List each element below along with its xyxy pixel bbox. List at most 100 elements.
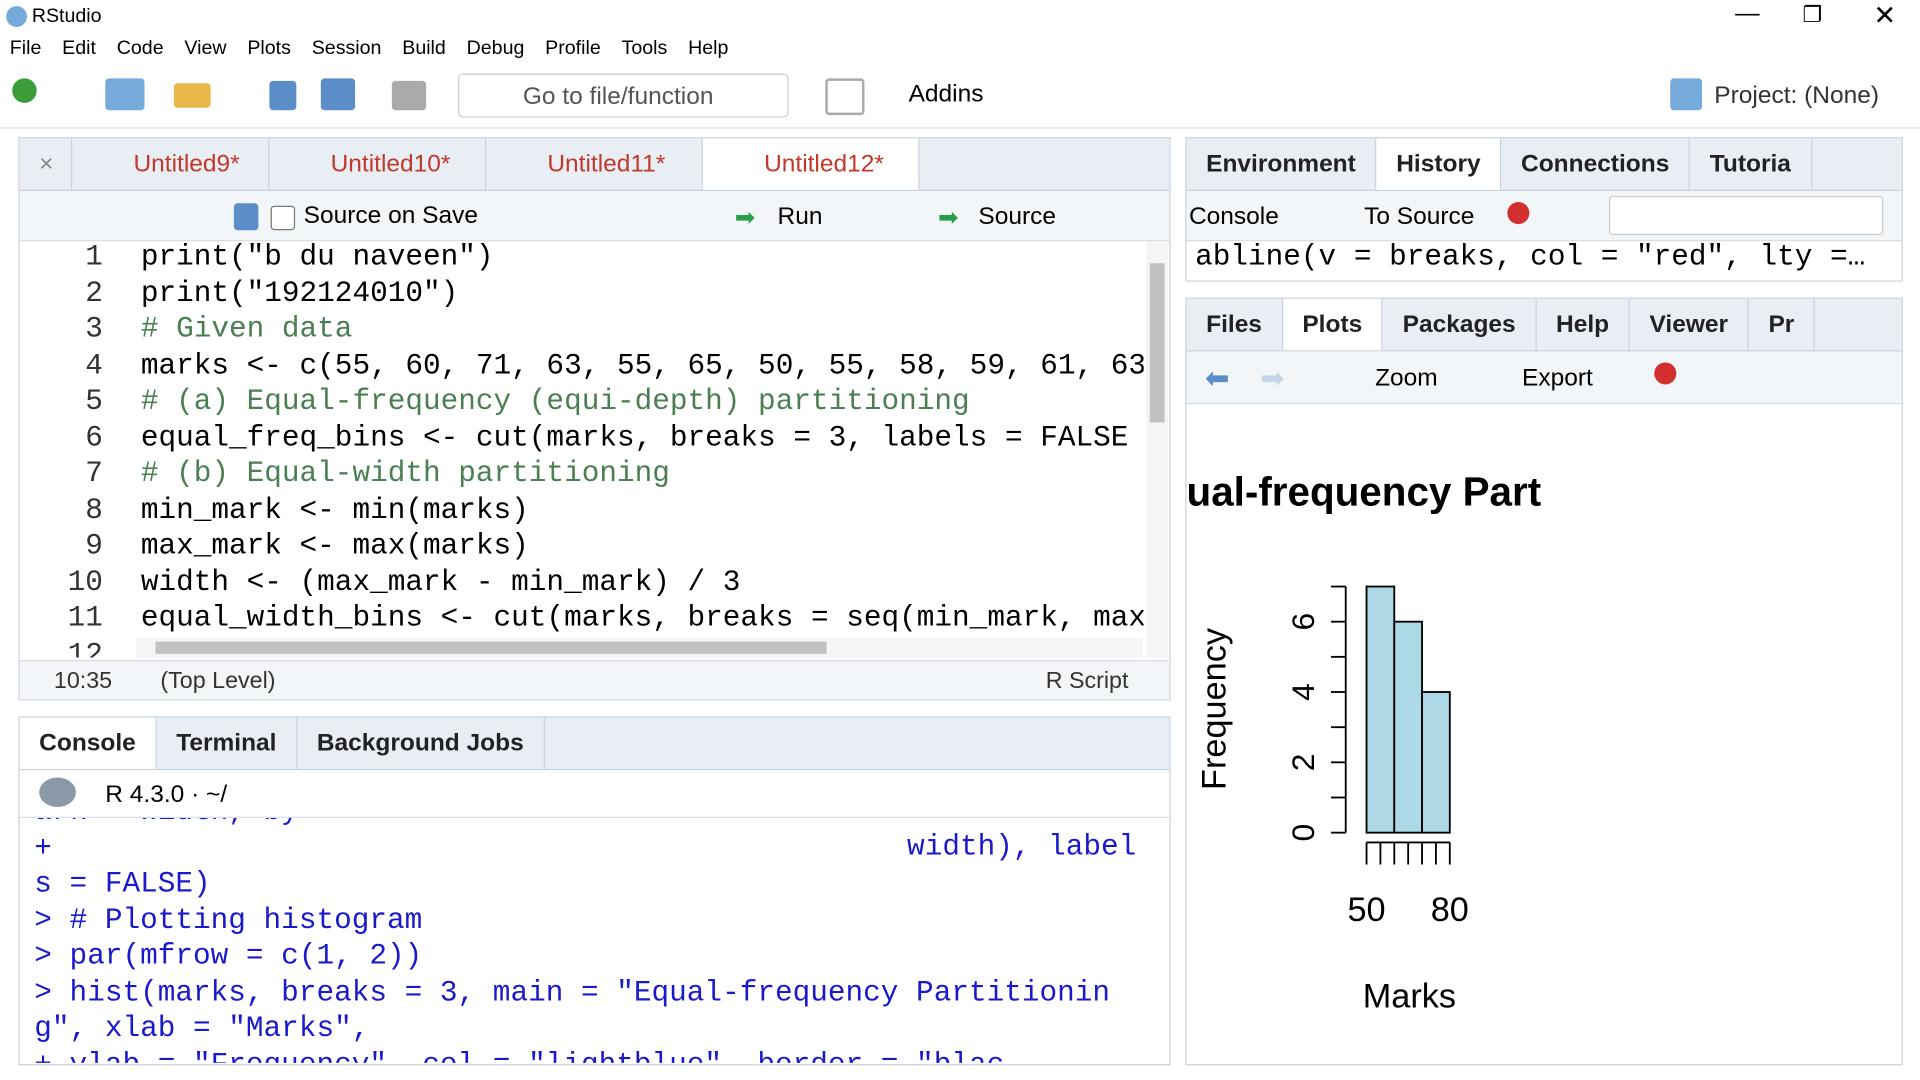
menu-item[interactable]: Debug	[466, 37, 525, 59]
source-icon: ➡	[937, 204, 959, 232]
code-line: equal_width_bins <- cut(marks, breaks = …	[140, 602, 1144, 636]
history-entry[interactable]: abline(v = breaks, col = "red", lty =…	[1195, 241, 1866, 275]
editor-toolbar: Source on Save ➡ Run ➡ Source	[19, 191, 1170, 242]
env-tab[interactable]: Tutoria	[1690, 138, 1812, 190]
line-number: 8	[85, 494, 103, 528]
goto-placeholder: Go to file/function	[522, 83, 714, 111]
grid-layout[interactable]	[825, 78, 865, 116]
to-console[interactable]: Console	[1188, 203, 1279, 231]
line-number: 12	[67, 638, 103, 658]
code-line: width <- (max_mark - min_mark) / 3	[140, 566, 741, 600]
x-tick-label: 50	[1347, 891, 1385, 929]
files-tab[interactable]: Files	[1187, 298, 1283, 351]
remove-plot[interactable]	[1654, 362, 1677, 385]
bar	[1365, 585, 1396, 834]
editor-tab[interactable]: Untitled11*	[486, 138, 703, 190]
save-button[interactable]	[233, 203, 259, 231]
line-number: 6	[85, 421, 103, 455]
files-tab[interactable]: Help	[1536, 298, 1630, 351]
menu-item[interactable]: View	[184, 37, 227, 59]
console-line: +	[34, 832, 52, 866]
files-tab[interactable]: Pr	[1749, 298, 1816, 351]
close-all[interactable]: ×	[20, 138, 73, 190]
project-icon	[1670, 78, 1703, 111]
menu-item[interactable]: Code	[116, 37, 164, 59]
console-line: > hist(marks, breaks = 3, main = "Equal-…	[34, 976, 1111, 1010]
bar	[1421, 691, 1451, 834]
x-tick-label: 80	[1431, 891, 1469, 929]
editor-pane: × Untitled9* Untitled10* Untitled11* Untitle…	[18, 137, 1171, 701]
to-source[interactable]: To Source	[1364, 203, 1475, 231]
minimize[interactable]: —	[1735, 0, 1760, 27]
source-on-save-checkbox[interactable]	[270, 205, 296, 231]
y-label: Frequency	[1196, 627, 1234, 790]
console-line: > # Plotting histogram	[34, 904, 423, 938]
line-number: 3	[85, 313, 103, 347]
y-tick-label: 4	[1285, 683, 1321, 701]
menu-item[interactable]: Session	[311, 37, 382, 59]
line-number: 4	[85, 349, 103, 383]
close[interactable]: ✕	[1873, 0, 1897, 31]
menu-item[interactable]: Help	[688, 37, 729, 59]
new-file[interactable]	[12, 78, 37, 103]
back[interactable]: ⬅	[1204, 362, 1230, 396]
editor-tab[interactable]: Untitled12*	[702, 138, 920, 190]
plots-tabs: Files Plots Packages Help Viewer Pr	[1186, 298, 1902, 352]
console-pane: Console Terminal Background Jobs R 4.3.0 ·…	[18, 716, 1171, 1066]
save-all[interactable]	[320, 78, 356, 111]
save[interactable]	[269, 80, 297, 111]
menu-item[interactable]: File	[9, 37, 42, 59]
new-project[interactable]	[105, 78, 145, 111]
file-type[interactable]: R Script	[1045, 668, 1129, 695]
menu-bar: File Edit Code View Plots Session Build Debug Pr…	[0, 34, 739, 63]
v-thumb	[1149, 263, 1165, 423]
scope[interactable]: (Top Level)	[160, 668, 276, 695]
source-on-save: Source on Save	[303, 202, 478, 229]
menu-item[interactable]: Profile	[545, 37, 601, 59]
env-tab[interactable]: Environment	[1187, 138, 1377, 190]
console-line: > par(mfrow = c(1, 2))	[34, 940, 423, 974]
open-file[interactable]	[173, 83, 211, 108]
export[interactable]: Export	[1522, 364, 1593, 392]
console-tab[interactable]: Background Jobs	[297, 717, 545, 769]
files-tab[interactable]: Packages	[1383, 298, 1537, 351]
editor-tab[interactable]: Untitled10*	[269, 138, 487, 190]
r-version: R 4.3.0 · ~/	[105, 781, 228, 809]
addins[interactable]: Addins	[908, 80, 984, 108]
forward[interactable]: ➡	[1260, 362, 1285, 396]
code-area: 1 print("b du naveen") 2 print("192124010")…	[20, 241, 1144, 657]
remove[interactable]	[1507, 202, 1530, 225]
plot-title: ual-frequency Part	[1187, 469, 1542, 515]
zoom[interactable]: Zoom	[1375, 364, 1438, 392]
code-line: # (b) Equal-width partitioning	[140, 457, 670, 492]
files-tab[interactable]: Viewer	[1630, 298, 1749, 351]
menu-item[interactable]: Edit	[62, 37, 96, 59]
restore[interactable]: ❐	[1802, 2, 1823, 27]
menu-item[interactable]: Build	[402, 37, 446, 59]
console-tab[interactable]: Terminal	[157, 717, 298, 769]
history-search[interactable]	[1608, 195, 1884, 236]
plots-toolbar: ⬅ ➡ Zoom Export	[1186, 351, 1902, 405]
project[interactable]: Project: (None)	[1714, 82, 1879, 109]
editor-tab[interactable]: Untitled9*	[72, 138, 270, 190]
console-wrap: width), label	[907, 831, 1137, 865]
line-number: 1	[85, 241, 103, 275]
run-icon: ➡	[734, 204, 756, 232]
env-tab[interactable]: History	[1376, 138, 1502, 190]
h-scrollbar	[135, 637, 1143, 658]
console-tab[interactable]: Console	[19, 717, 157, 769]
env-tab[interactable]: Connections	[1501, 138, 1691, 190]
menu-item[interactable]: Plots	[247, 37, 291, 59]
run[interactable]: Run	[777, 203, 823, 231]
bar	[1393, 620, 1423, 834]
code-line: print("192124010")	[140, 277, 459, 311]
files-tab[interactable]: Plots	[1282, 298, 1384, 351]
print[interactable]	[391, 80, 427, 111]
menu-item[interactable]: Tools	[621, 37, 668, 59]
code-line: # Given data	[140, 313, 353, 347]
y-tick-label: 2	[1285, 753, 1321, 771]
source[interactable]: Source	[978, 203, 1056, 231]
main-toolbar: Go to file/function Addins Project: (Non…	[0, 63, 1920, 129]
v-scrollbar	[1146, 241, 1169, 658]
goto-box[interactable]: Go to file/function	[457, 73, 789, 118]
